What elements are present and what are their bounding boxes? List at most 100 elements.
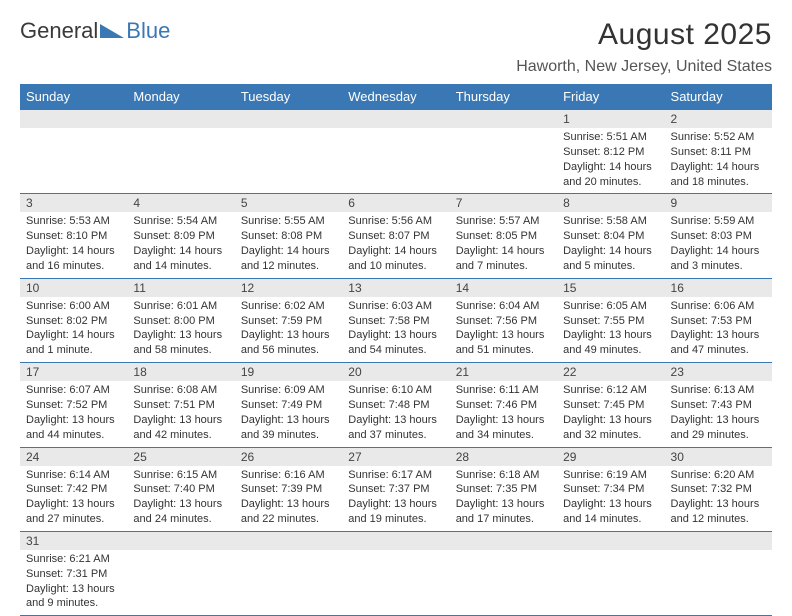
day-number: [235, 110, 342, 128]
daylight-text: Daylight: 13 hours and 9 minutes.: [26, 582, 121, 612]
daylight-text: Daylight: 13 hours and 37 minutes.: [348, 413, 443, 443]
daylight-text: Daylight: 13 hours and 24 minutes.: [133, 497, 228, 527]
daylight-text: Daylight: 13 hours and 49 minutes.: [563, 328, 658, 358]
sunrise-text: Sunrise: 6:19 AM: [563, 468, 658, 483]
sunrise-text: Sunrise: 6:09 AM: [241, 383, 336, 398]
calendar-day-cell: 31Sunrise: 6:21 AMSunset: 7:31 PMDayligh…: [20, 531, 127, 615]
day-number: 31: [20, 532, 127, 550]
logo-text-blue: Blue: [126, 18, 170, 44]
sunset-text: Sunset: 7:34 PM: [563, 482, 658, 497]
day-body: Sunrise: 6:07 AMSunset: 7:52 PMDaylight:…: [20, 381, 127, 446]
sunset-text: Sunset: 7:51 PM: [133, 398, 228, 413]
day-number: 27: [342, 448, 449, 466]
day-number: 15: [557, 279, 664, 297]
sunrise-text: Sunrise: 5:59 AM: [671, 214, 766, 229]
sunset-text: Sunset: 8:10 PM: [26, 229, 121, 244]
day-number: 3: [20, 194, 127, 212]
daylight-text: Daylight: 13 hours and 42 minutes.: [133, 413, 228, 443]
day-header-row: Sunday Monday Tuesday Wednesday Thursday…: [20, 84, 772, 110]
calendar-day-cell: 21Sunrise: 6:11 AMSunset: 7:46 PMDayligh…: [450, 363, 557, 447]
calendar-day-cell: [20, 110, 127, 194]
day-body: Sunrise: 6:11 AMSunset: 7:46 PMDaylight:…: [450, 381, 557, 446]
sunset-text: Sunset: 7:31 PM: [26, 567, 121, 582]
calendar-table: Sunday Monday Tuesday Wednesday Thursday…: [20, 84, 772, 616]
calendar-day-cell: 19Sunrise: 6:09 AMSunset: 7:49 PMDayligh…: [235, 363, 342, 447]
sunrise-text: Sunrise: 6:07 AM: [26, 383, 121, 398]
day-number: 13: [342, 279, 449, 297]
header: General Blue August 2025 Haworth, New Je…: [20, 18, 772, 76]
calendar-week-row: 24Sunrise: 6:14 AMSunset: 7:42 PMDayligh…: [20, 447, 772, 531]
day-header: Tuesday: [235, 84, 342, 110]
day-body: Sunrise: 5:56 AMSunset: 8:07 PMDaylight:…: [342, 212, 449, 277]
day-body: Sunrise: 6:13 AMSunset: 7:43 PMDaylight:…: [665, 381, 772, 446]
sunrise-text: Sunrise: 6:18 AM: [456, 468, 551, 483]
daylight-text: Daylight: 13 hours and 22 minutes.: [241, 497, 336, 527]
day-body: Sunrise: 6:21 AMSunset: 7:31 PMDaylight:…: [20, 550, 127, 615]
daylight-text: Daylight: 14 hours and 3 minutes.: [671, 244, 766, 274]
calendar-day-cell: 11Sunrise: 6:01 AMSunset: 8:00 PMDayligh…: [127, 278, 234, 362]
daylight-text: Daylight: 13 hours and 51 minutes.: [456, 328, 551, 358]
day-body: Sunrise: 5:58 AMSunset: 8:04 PMDaylight:…: [557, 212, 664, 277]
sunset-text: Sunset: 7:37 PM: [348, 482, 443, 497]
day-body: Sunrise: 6:10 AMSunset: 7:48 PMDaylight:…: [342, 381, 449, 446]
daylight-text: Daylight: 13 hours and 14 minutes.: [563, 497, 658, 527]
day-number: [557, 532, 664, 550]
calendar-day-cell: 26Sunrise: 6:16 AMSunset: 7:39 PMDayligh…: [235, 447, 342, 531]
day-number: 19: [235, 363, 342, 381]
day-number: 21: [450, 363, 557, 381]
sunset-text: Sunset: 7:35 PM: [456, 482, 551, 497]
calendar-day-cell: 10Sunrise: 6:00 AMSunset: 8:02 PMDayligh…: [20, 278, 127, 362]
sunrise-text: Sunrise: 6:05 AM: [563, 299, 658, 314]
calendar-day-cell: 8Sunrise: 5:58 AMSunset: 8:04 PMDaylight…: [557, 194, 664, 278]
day-body: Sunrise: 5:59 AMSunset: 8:03 PMDaylight:…: [665, 212, 772, 277]
calendar-day-cell: [665, 531, 772, 615]
calendar-day-cell: [342, 531, 449, 615]
day-number: 17: [20, 363, 127, 381]
sunrise-text: Sunrise: 6:17 AM: [348, 468, 443, 483]
sunrise-text: Sunrise: 5:57 AM: [456, 214, 551, 229]
day-body: Sunrise: 6:12 AMSunset: 7:45 PMDaylight:…: [557, 381, 664, 446]
daylight-text: Daylight: 14 hours and 14 minutes.: [133, 244, 228, 274]
day-body: Sunrise: 6:02 AMSunset: 7:59 PMDaylight:…: [235, 297, 342, 362]
day-body: Sunrise: 6:19 AMSunset: 7:34 PMDaylight:…: [557, 466, 664, 531]
calendar-day-cell: 13Sunrise: 6:03 AMSunset: 7:58 PMDayligh…: [342, 278, 449, 362]
day-number: 20: [342, 363, 449, 381]
sunset-text: Sunset: 7:49 PM: [241, 398, 336, 413]
day-number: 25: [127, 448, 234, 466]
calendar-day-cell: [450, 110, 557, 194]
daylight-text: Daylight: 13 hours and 27 minutes.: [26, 497, 121, 527]
day-number: [450, 110, 557, 128]
sunrise-text: Sunrise: 6:16 AM: [241, 468, 336, 483]
day-header: Wednesday: [342, 84, 449, 110]
sunrise-text: Sunrise: 6:12 AM: [563, 383, 658, 398]
calendar-day-cell: 5Sunrise: 5:55 AMSunset: 8:08 PMDaylight…: [235, 194, 342, 278]
day-number: [127, 110, 234, 128]
sunset-text: Sunset: 8:11 PM: [671, 145, 766, 160]
day-body: Sunrise: 6:09 AMSunset: 7:49 PMDaylight:…: [235, 381, 342, 446]
sunrise-text: Sunrise: 5:54 AM: [133, 214, 228, 229]
sunrise-text: Sunrise: 5:56 AM: [348, 214, 443, 229]
calendar-day-cell: 1Sunrise: 5:51 AMSunset: 8:12 PMDaylight…: [557, 110, 664, 194]
sunset-text: Sunset: 7:42 PM: [26, 482, 121, 497]
sunrise-text: Sunrise: 5:58 AM: [563, 214, 658, 229]
sunset-text: Sunset: 7:43 PM: [671, 398, 766, 413]
sunset-text: Sunset: 8:07 PM: [348, 229, 443, 244]
sunrise-text: Sunrise: 6:21 AM: [26, 552, 121, 567]
calendar-day-cell: 9Sunrise: 5:59 AMSunset: 8:03 PMDaylight…: [665, 194, 772, 278]
day-number: 29: [557, 448, 664, 466]
day-number: 1: [557, 110, 664, 128]
day-number: 30: [665, 448, 772, 466]
day-number: [342, 110, 449, 128]
sunset-text: Sunset: 7:53 PM: [671, 314, 766, 329]
sunrise-text: Sunrise: 6:01 AM: [133, 299, 228, 314]
day-number: 12: [235, 279, 342, 297]
day-number: 16: [665, 279, 772, 297]
day-body: Sunrise: 6:06 AMSunset: 7:53 PMDaylight:…: [665, 297, 772, 362]
sunrise-text: Sunrise: 5:55 AM: [241, 214, 336, 229]
sunset-text: Sunset: 8:03 PM: [671, 229, 766, 244]
calendar-day-cell: [127, 110, 234, 194]
daylight-text: Daylight: 14 hours and 5 minutes.: [563, 244, 658, 274]
logo: General Blue: [20, 18, 170, 44]
day-header: Friday: [557, 84, 664, 110]
daylight-text: Daylight: 13 hours and 39 minutes.: [241, 413, 336, 443]
